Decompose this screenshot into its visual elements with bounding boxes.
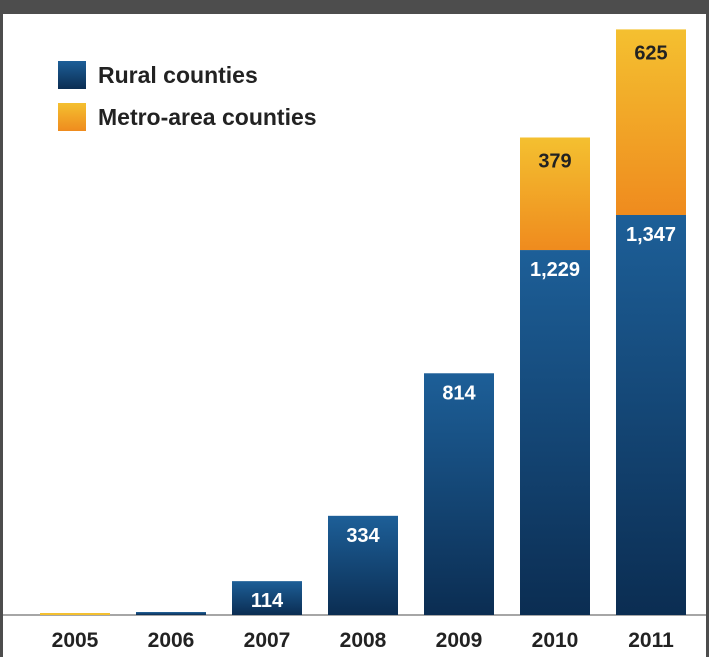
bars-group: 114 334 814 1,229 379 1,347 625	[40, 29, 686, 615]
data-label-metro-2010: 379	[538, 150, 571, 172]
x-tick-labels: 2005 2006 2007 2008 2009 2010 2011	[52, 629, 674, 652]
bar-rural-2010	[520, 250, 590, 615]
legend-label-metro: Metro-area counties	[98, 104, 317, 130]
legend-swatch-rural	[58, 61, 86, 89]
x-tick-2011: 2011	[628, 629, 674, 652]
legend: Rural counties Metro-area counties	[58, 61, 317, 131]
bar-rural-2006	[136, 612, 206, 615]
data-label-rural-2010: 1,229	[530, 259, 580, 281]
bar-metro-2011	[616, 29, 686, 216]
bar-metro-2010	[520, 137, 590, 251]
data-label-metro-2011: 625	[634, 42, 667, 64]
x-tick-2007: 2007	[244, 629, 291, 652]
x-tick-2005: 2005	[52, 629, 99, 652]
bar-sliver-2005	[40, 613, 110, 615]
data-label-rural-2011: 1,347	[626, 224, 676, 246]
legend-label-rural: Rural counties	[98, 62, 258, 88]
data-label-rural-2009: 814	[442, 382, 476, 404]
legend-swatch-metro	[58, 103, 86, 131]
bar-rural-2008	[328, 515, 398, 615]
x-tick-2010: 2010	[532, 629, 579, 652]
data-label-rural-2007: 114	[251, 590, 284, 612]
x-tick-2009: 2009	[436, 629, 483, 652]
bar-rural-2011	[616, 215, 686, 615]
data-label-rural-2008: 334	[346, 525, 380, 547]
bar-rural-2009	[424, 373, 494, 615]
x-tick-2006: 2006	[148, 629, 195, 652]
x-tick-2008: 2008	[340, 629, 387, 652]
bar-rural-2007	[232, 581, 302, 615]
